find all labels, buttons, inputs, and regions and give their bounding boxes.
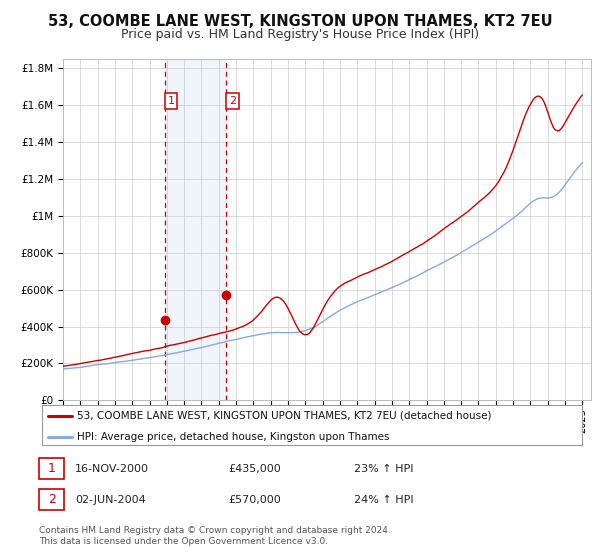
Text: 2: 2 <box>47 493 56 506</box>
Text: 23% ↑ HPI: 23% ↑ HPI <box>354 464 413 474</box>
Text: 24% ↑ HPI: 24% ↑ HPI <box>354 494 413 505</box>
Text: £435,000: £435,000 <box>228 464 281 474</box>
Text: 02-JUN-2004: 02-JUN-2004 <box>75 494 146 505</box>
Text: Price paid vs. HM Land Registry's House Price Index (HPI): Price paid vs. HM Land Registry's House … <box>121 28 479 41</box>
Bar <box>165 59 226 400</box>
Text: £570,000: £570,000 <box>228 494 281 505</box>
Text: 1: 1 <box>47 462 56 475</box>
Text: 16-NOV-2000: 16-NOV-2000 <box>75 464 149 474</box>
Text: Contains HM Land Registry data © Crown copyright and database right 2024.
This d: Contains HM Land Registry data © Crown c… <box>39 526 391 546</box>
Text: 53, COOMBE LANE WEST, KINGSTON UPON THAMES, KT2 7EU: 53, COOMBE LANE WEST, KINGSTON UPON THAM… <box>47 14 553 29</box>
Text: 1: 1 <box>167 96 175 106</box>
Text: 2: 2 <box>229 96 236 106</box>
Text: 53, COOMBE LANE WEST, KINGSTON UPON THAMES, KT2 7EU (detached house): 53, COOMBE LANE WEST, KINGSTON UPON THAM… <box>77 411 491 421</box>
Text: HPI: Average price, detached house, Kingston upon Thames: HPI: Average price, detached house, King… <box>77 432 389 442</box>
